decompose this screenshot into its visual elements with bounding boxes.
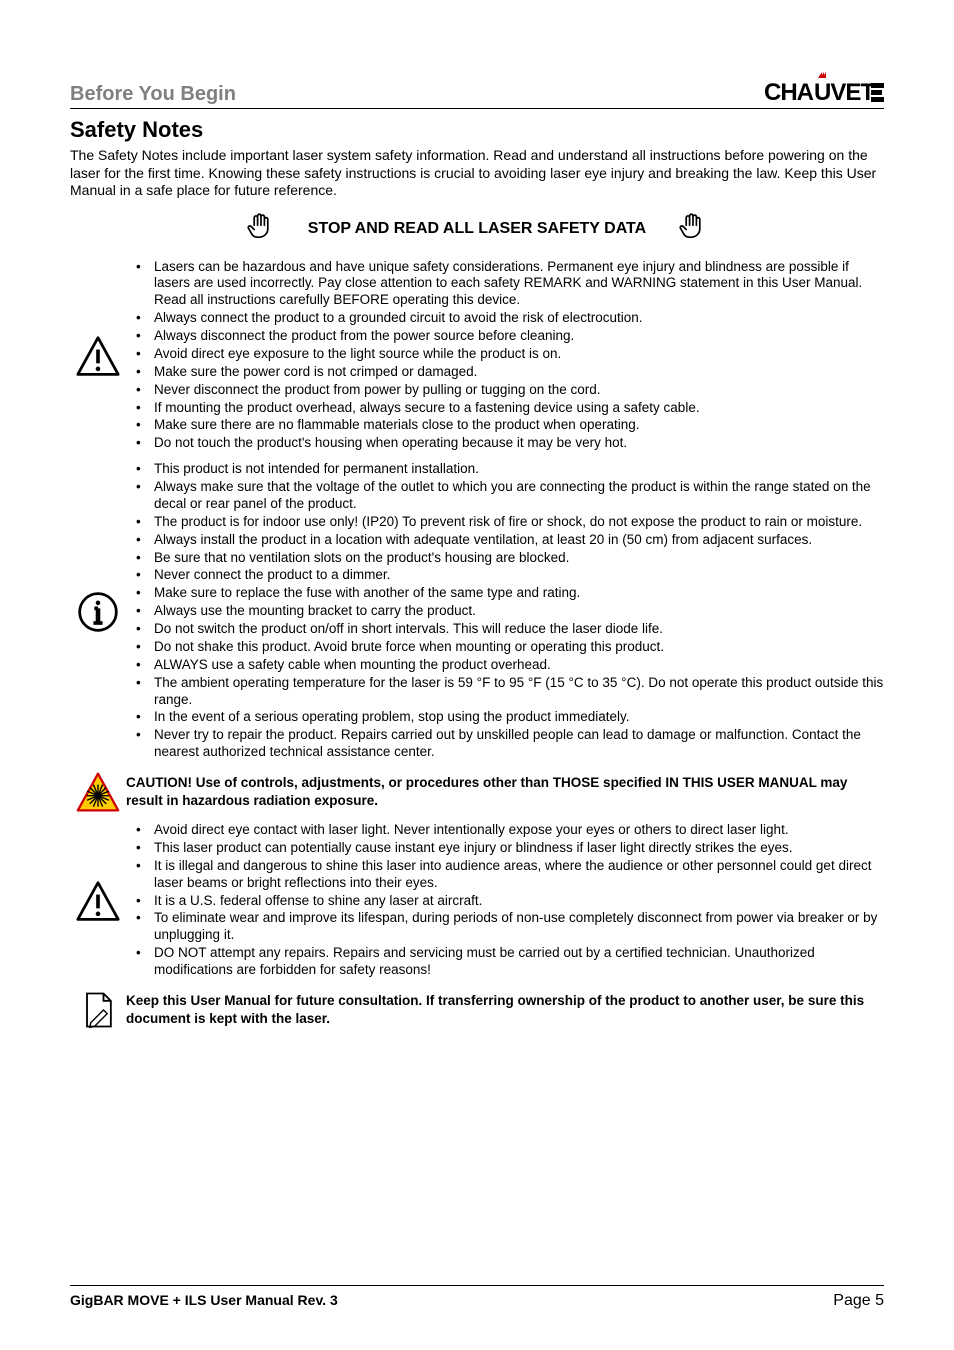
hand-stop-icon xyxy=(244,210,278,249)
list-item: Do not touch the product's housing when … xyxy=(126,435,884,452)
info-circle-icon xyxy=(70,590,126,634)
header-row: Before You Begin CHA UVET xyxy=(70,70,884,109)
list-item: Always install the product in a location… xyxy=(126,532,884,549)
list-item: DO NOT attempt any repairs. Repairs and … xyxy=(126,945,884,979)
list-item: This laser product can potentially cause… xyxy=(126,840,884,857)
caution-block: CAUTION! Use of controls, adjustments, o… xyxy=(70,770,884,814)
page: Before You Begin CHA UVET Safety Notes T… xyxy=(0,0,954,1350)
keep-manual-block: Keep this User Manual for future consult… xyxy=(70,988,884,1032)
info-block: This product is not intended for permane… xyxy=(70,461,884,762)
warning-block-1-content: Lasers can be hazardous and have unique … xyxy=(126,259,884,454)
list-item: Always disconnect the product from the p… xyxy=(126,328,884,345)
stop-banner: STOP AND READ ALL LASER SAFETY DATA xyxy=(70,210,884,249)
list-item: Avoid direct eye contact with laser ligh… xyxy=(126,822,884,839)
list-item: It is illegal and dangerous to shine thi… xyxy=(126,858,884,892)
warning-triangle-icon xyxy=(70,334,126,378)
footer-left: GigBAR MOVE + ILS User Manual Rev. 3 xyxy=(70,1292,338,1310)
list-item: Make sure the power cord is not crimped … xyxy=(126,364,884,381)
list-item: Do not shake this product. Avoid brute f… xyxy=(126,639,884,656)
section-header: Before You Begin xyxy=(70,83,236,106)
warning-triangle-icon xyxy=(70,879,126,923)
list-item: This product is not intended for permane… xyxy=(126,461,884,478)
page-title: Safety Notes xyxy=(70,117,884,143)
info-block-content: This product is not intended for permane… xyxy=(126,461,884,762)
intro-text: The Safety Notes include important laser… xyxy=(70,147,884,200)
list-item: Never disconnect the product from power … xyxy=(126,382,884,399)
list-item: In the event of a serious operating prob… xyxy=(126,709,884,726)
list-item: The ambient operating temperature for th… xyxy=(126,675,884,709)
warning-block-2-content: Avoid direct eye contact with laser ligh… xyxy=(126,822,884,980)
list-item: Make sure to replace the fuse with anoth… xyxy=(126,585,884,602)
document-note-icon xyxy=(70,988,126,1032)
list-item: Do not switch the product on/off in shor… xyxy=(126,621,884,638)
footer-right: Page 5 xyxy=(833,1292,884,1310)
laser-caution-icon xyxy=(70,770,126,814)
hand-stop-icon xyxy=(676,210,710,249)
list-item: The product is for indoor use only! (IP2… xyxy=(126,514,884,531)
list-item: If mounting the product overhead, always… xyxy=(126,400,884,417)
list-item: ALWAYS use a safety cable when mounting … xyxy=(126,657,884,674)
list-item: Never connect the product to a dimmer. xyxy=(126,567,884,584)
list-item: Be sure that no ventilation slots on the… xyxy=(126,550,884,567)
warning-block-2: Avoid direct eye contact with laser ligh… xyxy=(70,822,884,980)
warning-block-1: Lasers can be hazardous and have unique … xyxy=(70,259,884,454)
list-item: Lasers can be hazardous and have unique … xyxy=(126,259,884,310)
list-item: It is a U.S. federal offense to shine an… xyxy=(126,893,884,910)
brand-logo: CHA UVET xyxy=(764,70,884,106)
list-item: Always use the mounting bracket to carry… xyxy=(126,603,884,620)
svg-text:UVET: UVET xyxy=(814,79,875,106)
caution-note: CAUTION! Use of controls, adjustments, o… xyxy=(126,774,884,809)
svg-text:CHA: CHA xyxy=(764,79,814,106)
page-footer: GigBAR MOVE + ILS User Manual Rev. 3 Pag… xyxy=(70,1285,884,1310)
stop-title: STOP AND READ ALL LASER SAFETY DATA xyxy=(308,220,646,238)
keep-manual-note: Keep this User Manual for future consult… xyxy=(126,992,884,1027)
list-item: Avoid direct eye exposure to the light s… xyxy=(126,346,884,363)
list-item: To eliminate wear and improve its lifesp… xyxy=(126,910,884,944)
list-item: Always connect the product to a grounded… xyxy=(126,310,884,327)
list-item: Always make sure that the voltage of the… xyxy=(126,479,884,513)
list-item: Make sure there are no flammable materia… xyxy=(126,417,884,434)
list-item: Never try to repair the product. Repairs… xyxy=(126,727,884,761)
